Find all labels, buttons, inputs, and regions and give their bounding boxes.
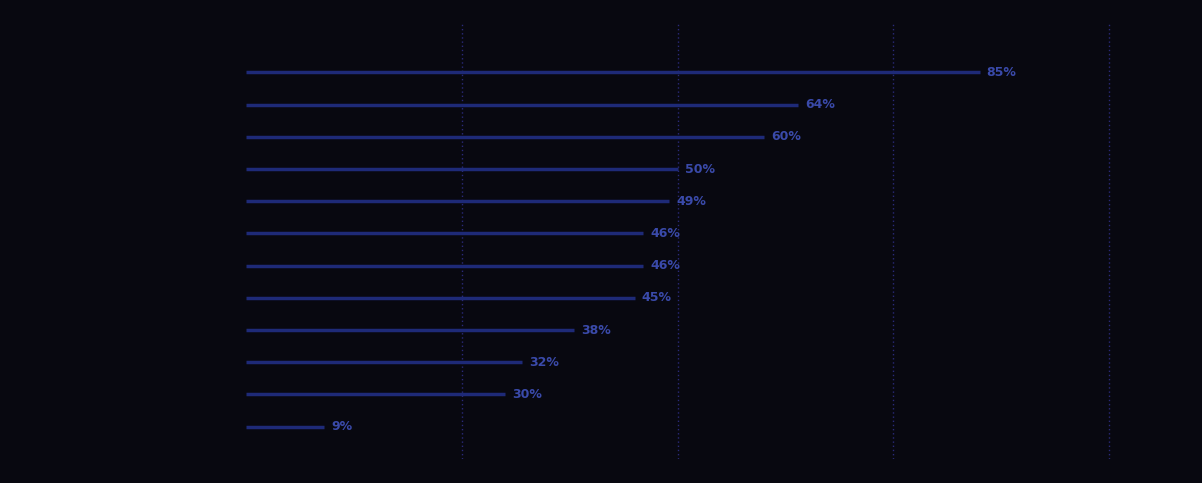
Text: 38%: 38% bbox=[581, 324, 611, 337]
Text: 64%: 64% bbox=[805, 98, 835, 111]
Text: 85%: 85% bbox=[987, 66, 1017, 79]
Text: 60%: 60% bbox=[770, 130, 801, 143]
Text: 30%: 30% bbox=[512, 388, 542, 401]
Text: 46%: 46% bbox=[650, 227, 680, 240]
Text: 49%: 49% bbox=[676, 195, 706, 208]
Text: 45%: 45% bbox=[642, 291, 672, 304]
Text: 9%: 9% bbox=[331, 420, 352, 433]
Text: 46%: 46% bbox=[650, 259, 680, 272]
Text: 50%: 50% bbox=[685, 163, 714, 175]
Text: 32%: 32% bbox=[529, 356, 559, 369]
